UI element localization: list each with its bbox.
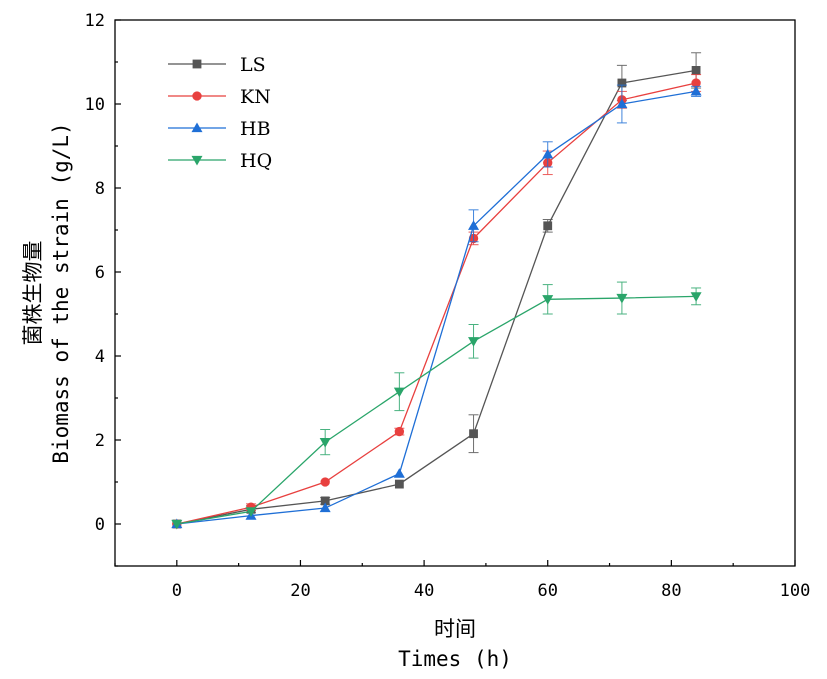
data-point bbox=[393, 468, 405, 478]
data-point bbox=[469, 429, 478, 439]
data-point bbox=[394, 426, 405, 437]
data-point bbox=[319, 437, 331, 448]
data-point bbox=[393, 387, 405, 398]
data-point bbox=[690, 292, 702, 302]
data-point bbox=[320, 477, 330, 487]
series-line bbox=[176, 295, 697, 525]
legend-marker bbox=[192, 59, 202, 69]
x-tick-label: 60 bbox=[537, 581, 557, 601]
axis-ticks: 0 20 40 60 80 100 0 2 4 6 8 10 12 bbox=[85, 11, 811, 601]
legend-item-ls: LS bbox=[168, 54, 266, 76]
series-line bbox=[176, 82, 697, 525]
x-tick-label: 0 bbox=[172, 581, 182, 601]
legend-item-kn: KN bbox=[168, 86, 271, 108]
data-point bbox=[617, 78, 627, 88]
series-hq bbox=[171, 281, 702, 530]
y-tick-label: 2 bbox=[95, 431, 105, 451]
data-point bbox=[245, 507, 257, 517]
legend: LS KN HB HQ bbox=[168, 54, 272, 172]
data-point bbox=[691, 78, 701, 88]
series-hb bbox=[171, 84, 702, 529]
data-point bbox=[394, 479, 404, 489]
data-point bbox=[616, 98, 628, 109]
data-point bbox=[319, 502, 331, 513]
legend-label: HQ bbox=[240, 150, 272, 172]
y-axis-title: Biomass of the strain (g/L) bbox=[49, 122, 73, 463]
data-point bbox=[320, 496, 330, 506]
data-point bbox=[616, 293, 628, 304]
series-line bbox=[176, 69, 697, 525]
y-tick-label: 0 bbox=[95, 515, 105, 535]
x-tick-label: 40 bbox=[414, 581, 434, 601]
y-tick-label: 12 bbox=[85, 11, 105, 31]
series-line bbox=[176, 90, 697, 525]
x-tick-label: 100 bbox=[780, 581, 811, 601]
data-point bbox=[468, 220, 480, 230]
data-point bbox=[171, 519, 183, 530]
legend-item-hb: HB bbox=[168, 118, 271, 140]
x-axis-title: Times (h) bbox=[398, 647, 512, 671]
legend-item-hq: HQ bbox=[168, 150, 272, 172]
x-tick-label: 80 bbox=[661, 581, 681, 601]
data-point bbox=[542, 148, 554, 159]
y-tick-label: 6 bbox=[95, 263, 105, 283]
y-tick-label: 4 bbox=[95, 347, 105, 367]
legend-marker bbox=[191, 155, 203, 166]
x-axis-title-cn: 时间 bbox=[434, 617, 476, 641]
legend-marker bbox=[192, 91, 202, 101]
legend-marker bbox=[191, 122, 203, 133]
data-point bbox=[691, 66, 701, 75]
y-tick-label: 10 bbox=[85, 95, 105, 115]
plot-frame bbox=[114, 19, 796, 567]
legend-label: HB bbox=[240, 118, 271, 140]
data-point bbox=[543, 221, 553, 231]
data-point bbox=[542, 295, 554, 305]
x-tick-label: 20 bbox=[290, 581, 310, 601]
y-axis-title-cn: 菌株生物量 bbox=[21, 241, 45, 346]
legend-label: LS bbox=[240, 54, 266, 76]
data-point bbox=[468, 337, 480, 347]
y-tick-label: 8 bbox=[95, 179, 105, 199]
data-point bbox=[690, 85, 702, 96]
series-layer bbox=[171, 52, 702, 530]
legend-label: KN bbox=[240, 86, 271, 108]
